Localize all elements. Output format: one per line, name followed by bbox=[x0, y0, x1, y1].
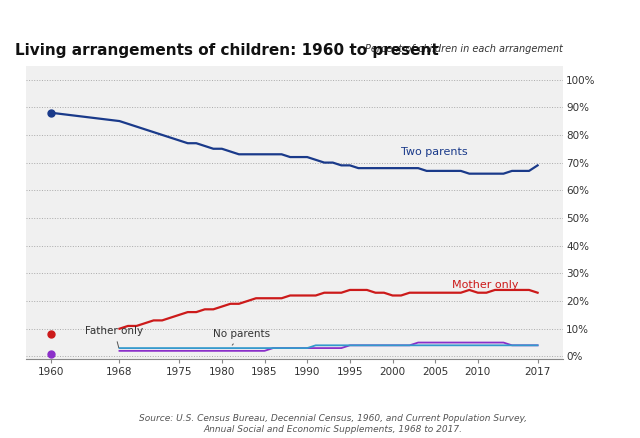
Text: Percent of children in each arrangement: Percent of children in each arrangement bbox=[365, 44, 563, 54]
Text: Two parents: Two parents bbox=[401, 147, 468, 157]
Text: Father only: Father only bbox=[85, 326, 143, 348]
Text: No parents: No parents bbox=[213, 329, 271, 345]
Text: Source: U.S. Census Bureau, Decennial Census, 1960, and Current Population Surve: Source: U.S. Census Bureau, Decennial Ce… bbox=[139, 414, 527, 434]
Text: Mother only: Mother only bbox=[452, 280, 519, 290]
Text: Living arrangements of children: 1960 to present: Living arrangements of children: 1960 to… bbox=[15, 42, 438, 57]
